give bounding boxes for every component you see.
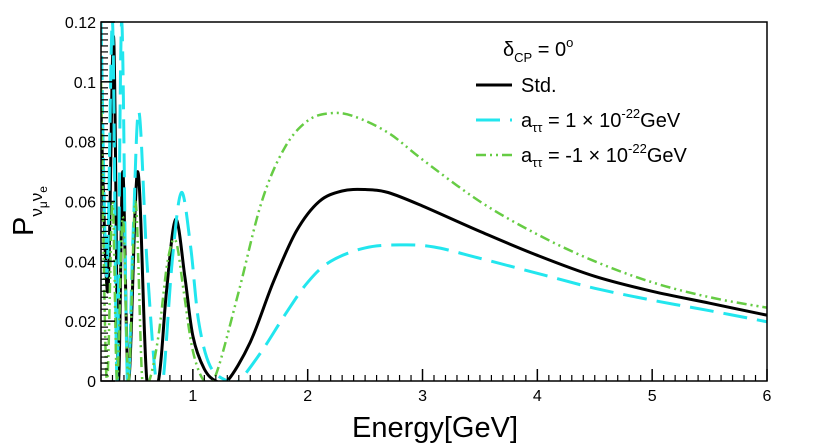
x-tick-label: 6 — [763, 388, 772, 405]
series-line-std — [101, 35, 767, 381]
tick-layer: 1 2 3 4 5 6 0 0.02 0.04 0.06 0.08 0.1 0.12 — [65, 15, 772, 405]
y-axis-title: Pνμνe — [8, 186, 50, 236]
legend-label-std: Std. — [521, 75, 557, 97]
y-axis-title-sub1-sub: μ — [36, 201, 50, 208]
legend-header-rest: = 0 — [532, 39, 566, 61]
y-tick-label: 0.1 — [74, 75, 96, 92]
y-tick-label: 0.12 — [65, 15, 96, 32]
y-tick-label: 0.08 — [65, 135, 96, 152]
y-tick-label: 0 — [87, 374, 96, 391]
y-tick-label: 0.06 — [65, 195, 96, 212]
legend: δCP = 0o Std. aττ = 1 × 10-22GeV aττ = -… — [476, 35, 688, 170]
y-tick-label: 0.02 — [65, 314, 96, 331]
y-tick-label: 0.04 — [65, 254, 96, 271]
x-tick-label: 4 — [533, 388, 542, 405]
series-layer — [101, 22, 767, 381]
legend-header-delta: δ — [503, 39, 514, 61]
legend-header: δCP = 0o — [503, 35, 573, 65]
x-tick-label: 2 — [303, 388, 312, 405]
series-line-negative — [101, 81, 767, 381]
legend-label-positive: aττ = 1 × 10-22GeV — [521, 106, 681, 135]
x-tick-label: 5 — [648, 388, 657, 405]
x-tick-label: 3 — [418, 388, 427, 405]
legend-header-sup: o — [566, 35, 573, 50]
y-axis-title-sub2: ν — [27, 193, 46, 202]
legend-header-sub: CP — [514, 50, 532, 65]
y-axis-title-main: P — [8, 217, 40, 236]
x-axis-title: Energy[GeV] — [352, 412, 518, 444]
y-axis-title-sub1: ν — [27, 208, 46, 217]
svg-text:Pνμνe: Pνμνe — [8, 186, 50, 236]
y-axis-title-sub2-sub: e — [36, 186, 50, 193]
legend-label-negative: aττ = -1 × 10-22GeV — [521, 141, 688, 170]
series-line-positive — [101, 22, 767, 381]
x-tick-label: 1 — [188, 388, 197, 405]
